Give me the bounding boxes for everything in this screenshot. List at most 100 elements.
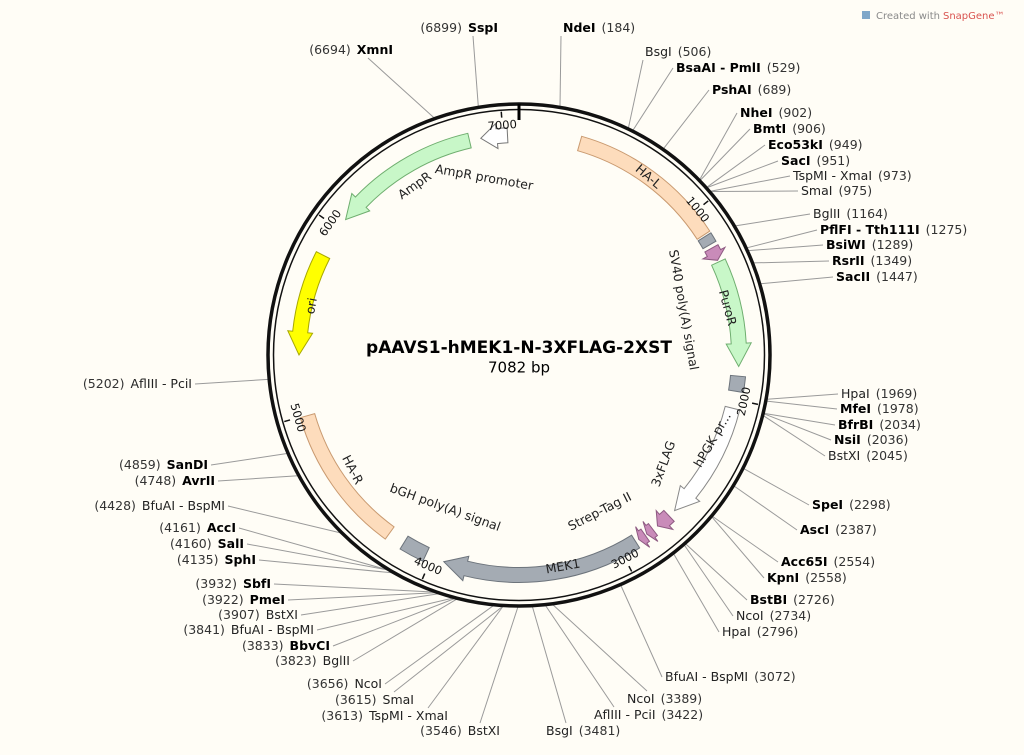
site-leader [753,260,830,264]
site-label: (3922) PmeI [202,592,285,607]
site-label: SpeI (2298) [812,497,891,512]
site-name: AccI [207,520,236,535]
site-label: (6899) SspI [420,20,498,35]
credit-prefix: Created with [876,11,940,22]
site-name: BfrBI [838,417,873,432]
site-name: HpaI [722,624,751,639]
site-leader [699,112,738,180]
site-position: (1349) [871,253,913,268]
tick-label: 7000 [487,117,517,133]
site-position: (2045) [866,448,908,463]
site-leader [627,59,644,129]
site-leader [683,544,734,617]
site-name: BfuAI - BspMI [142,498,225,513]
site-position: (3907) [218,607,260,622]
site-label: (3615) SmaI [335,692,414,707]
site-position: (975) [838,183,872,198]
site-leader [210,453,288,466]
site-name: BsiWI [826,237,866,252]
site-label: BstXI (2045) [828,448,908,463]
credit-brand: SnapGene™ [943,11,1005,22]
site-name: NsiI [834,432,861,447]
feature-label: ori [302,297,320,316]
site-position: (3389) [661,691,703,706]
feature-label: bGH poly(A) signal [388,480,503,534]
feature-flag-tag [655,509,675,531]
site-leader [746,229,818,249]
site-leader [620,585,663,678]
site-position: (689) [758,82,792,97]
feature-label: Strep-Tag II [565,489,633,534]
site-position: (529) [767,60,801,75]
site-name: BsgI [645,44,672,59]
site-name: AflIII - PciI [594,707,656,722]
site-leader [393,606,503,693]
site-leader [743,468,810,506]
site-label: AscI (2387) [800,522,877,537]
site-leader [194,378,269,385]
site-label: (3841) BfuAI - BspMI [183,622,314,637]
site-leader [559,35,562,107]
site-position: (1447) [876,269,918,284]
site-position: (2387) [835,522,877,537]
site-position: (1275) [926,222,968,237]
site-leader [545,605,615,708]
logo-icon [862,11,870,19]
site-name: BglII [813,206,840,221]
site-leader [287,592,436,601]
site-leader [227,505,341,534]
site-leader [766,400,838,410]
credit-text: Created with SnapGene™ [876,11,1005,22]
site-position: (3932) [195,576,237,591]
site-label: BsgI (506) [645,44,711,59]
site-position: (3833) [242,638,284,653]
site-leader [531,606,567,724]
site-label: (3546) BstXI [420,723,500,738]
site-position: (906) [792,121,826,136]
site-position: (6899) [420,20,462,35]
site-label: HpaI (2796) [722,624,798,639]
site-name: SphI [224,552,256,567]
feature-ha-r [299,412,395,540]
feature-bgh-polya [399,535,430,562]
tick-label: 2000 [734,386,754,418]
site-position: (4428) [94,498,136,513]
site-name: PflFI - Tth111I [820,222,920,237]
site-label: (5202) AflIII - PciI [83,376,192,391]
site-position: (2558) [805,570,847,585]
site-leader [711,516,765,579]
site-name: MfeI [840,401,871,416]
site-label: (4135) SphI [177,552,256,567]
site-name: BsgI [546,723,573,738]
site-position: (3823) [275,653,317,668]
site-leader [384,605,494,685]
site-position: (1969) [876,386,918,401]
site-leader [472,35,479,107]
site-label: NsiI (2036) [834,432,908,447]
site-position: (4859) [119,457,161,472]
site-leader [632,67,674,131]
feature-puror [710,258,753,368]
site-name: SanDI [167,457,208,472]
site-leader [685,543,748,601]
feature-strep-tag-2 [635,526,651,548]
site-position: (6694) [309,42,351,57]
site-leader [733,485,798,531]
site-label: (4748) AvrII [135,473,215,488]
site-label: SacII (1447) [836,269,918,284]
tick-mark [284,419,291,423]
site-name: BmtI [753,121,786,136]
site-position: (506) [678,44,712,59]
site-leader [300,593,439,616]
site-label: BfrBI (2034) [838,417,921,432]
site-leader [710,190,799,192]
site-name: XmnI [357,42,393,57]
site-label: (3613) TspMI - XmaI [321,708,448,723]
site-position: (3481) [579,723,621,738]
site-position: (3841) [183,622,225,637]
site-name: Acc65I [781,554,828,569]
site-label: (3907) BstXI [218,607,298,622]
site-leader [673,553,720,633]
